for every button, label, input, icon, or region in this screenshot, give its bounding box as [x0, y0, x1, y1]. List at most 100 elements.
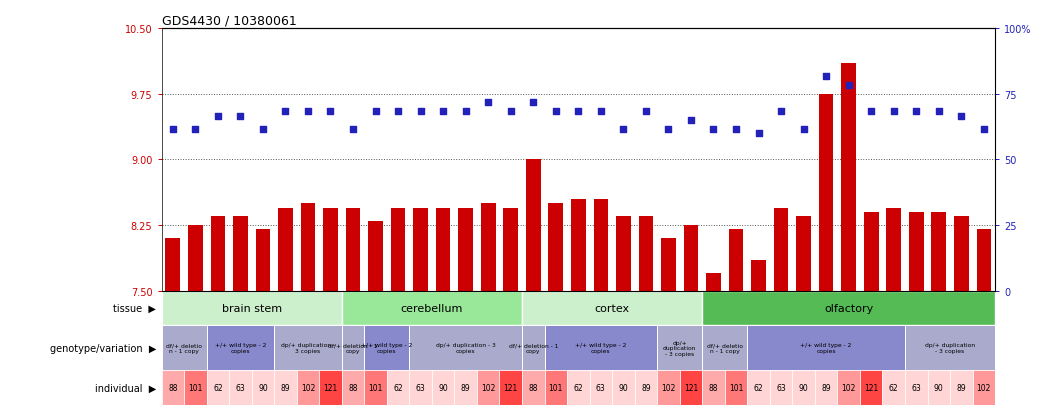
Text: dp/+ duplication -
3 copies: dp/+ duplication - 3 copies [281, 343, 336, 353]
Bar [590, 370, 612, 405]
Point [390, 109, 406, 115]
Text: df/+ deletion - 1
copy: df/+ deletion - 1 copy [508, 343, 559, 353]
Bar [838, 370, 860, 405]
Text: 121: 121 [323, 383, 338, 392]
Text: 63: 63 [596, 383, 605, 392]
Bar [612, 370, 635, 405]
Bar [255, 230, 270, 291]
Bar [477, 370, 499, 405]
Text: 63: 63 [416, 383, 425, 392]
Bar [458, 208, 473, 291]
Bar [927, 370, 950, 405]
Point [345, 126, 362, 133]
Bar [684, 225, 698, 291]
Point [638, 109, 654, 115]
Bar [365, 325, 410, 370]
Bar [751, 261, 766, 291]
Bar [480, 204, 496, 291]
Point [705, 126, 722, 133]
Bar [436, 208, 450, 291]
Text: 102: 102 [301, 383, 315, 392]
Bar [702, 370, 725, 405]
Bar [431, 370, 454, 405]
Point [908, 109, 924, 115]
Point [367, 109, 383, 115]
Text: 102: 102 [976, 383, 991, 392]
Bar [819, 95, 834, 291]
Bar [162, 370, 184, 405]
Point [615, 126, 631, 133]
Point [457, 109, 474, 115]
Bar [503, 208, 518, 291]
Text: individual  ▶: individual ▶ [95, 382, 156, 393]
Bar [932, 212, 946, 291]
Point [232, 113, 249, 120]
Text: 121: 121 [684, 383, 698, 392]
Text: 90: 90 [934, 383, 944, 392]
Bar [728, 230, 743, 291]
Bar [905, 325, 995, 370]
Bar [342, 370, 365, 405]
Text: 89: 89 [280, 383, 291, 392]
Bar [796, 217, 811, 291]
Point [886, 109, 902, 115]
Bar [274, 370, 297, 405]
Point [773, 109, 790, 115]
Bar [184, 370, 206, 405]
Bar [905, 370, 927, 405]
Text: 89: 89 [461, 383, 471, 392]
Text: 88: 88 [528, 383, 538, 392]
Text: 89: 89 [641, 383, 650, 392]
Text: 88: 88 [709, 383, 718, 392]
Point [683, 117, 699, 124]
Text: tissue  ▶: tissue ▶ [114, 303, 156, 313]
Text: 63: 63 [235, 383, 245, 392]
Text: 62: 62 [393, 383, 403, 392]
Text: genotype/variation  ▶: genotype/variation ▶ [50, 343, 156, 353]
Bar [571, 199, 586, 291]
Bar [545, 325, 658, 370]
Bar [278, 208, 293, 291]
Text: 89: 89 [957, 383, 966, 392]
Bar [658, 370, 679, 405]
Text: +/+ wild type - 2
copies: +/+ wild type - 2 copies [800, 343, 851, 353]
Bar [635, 370, 658, 405]
Text: brain stem: brain stem [222, 303, 281, 313]
Point [209, 113, 226, 120]
Bar [679, 370, 702, 405]
Bar [747, 325, 905, 370]
Bar [567, 370, 590, 405]
Text: 89: 89 [821, 383, 830, 392]
Bar [883, 370, 905, 405]
Bar [387, 370, 410, 405]
Bar [301, 204, 316, 291]
Bar [522, 370, 545, 405]
Bar [188, 225, 202, 291]
Bar [410, 370, 431, 405]
Bar [725, 370, 747, 405]
Bar [274, 325, 342, 370]
Bar [616, 217, 630, 291]
Bar [391, 208, 405, 291]
Point [413, 109, 429, 115]
Text: 101: 101 [369, 383, 382, 392]
Text: 102: 102 [481, 383, 495, 392]
Text: cerebellum: cerebellum [401, 303, 463, 313]
Text: 102: 102 [662, 383, 675, 392]
Point [165, 126, 181, 133]
Point [818, 74, 835, 80]
Bar [815, 370, 838, 405]
Text: 101: 101 [548, 383, 563, 392]
Bar [841, 64, 855, 291]
Point [750, 131, 767, 137]
Bar [365, 370, 387, 405]
Bar [639, 217, 653, 291]
Text: 121: 121 [503, 383, 518, 392]
Point [953, 113, 970, 120]
Text: df/+ deletio
n - 1 copy: df/+ deletio n - 1 copy [706, 343, 743, 353]
Bar [972, 370, 995, 405]
Point [727, 126, 744, 133]
Bar [414, 208, 428, 291]
Bar [950, 370, 972, 405]
Bar [864, 212, 878, 291]
